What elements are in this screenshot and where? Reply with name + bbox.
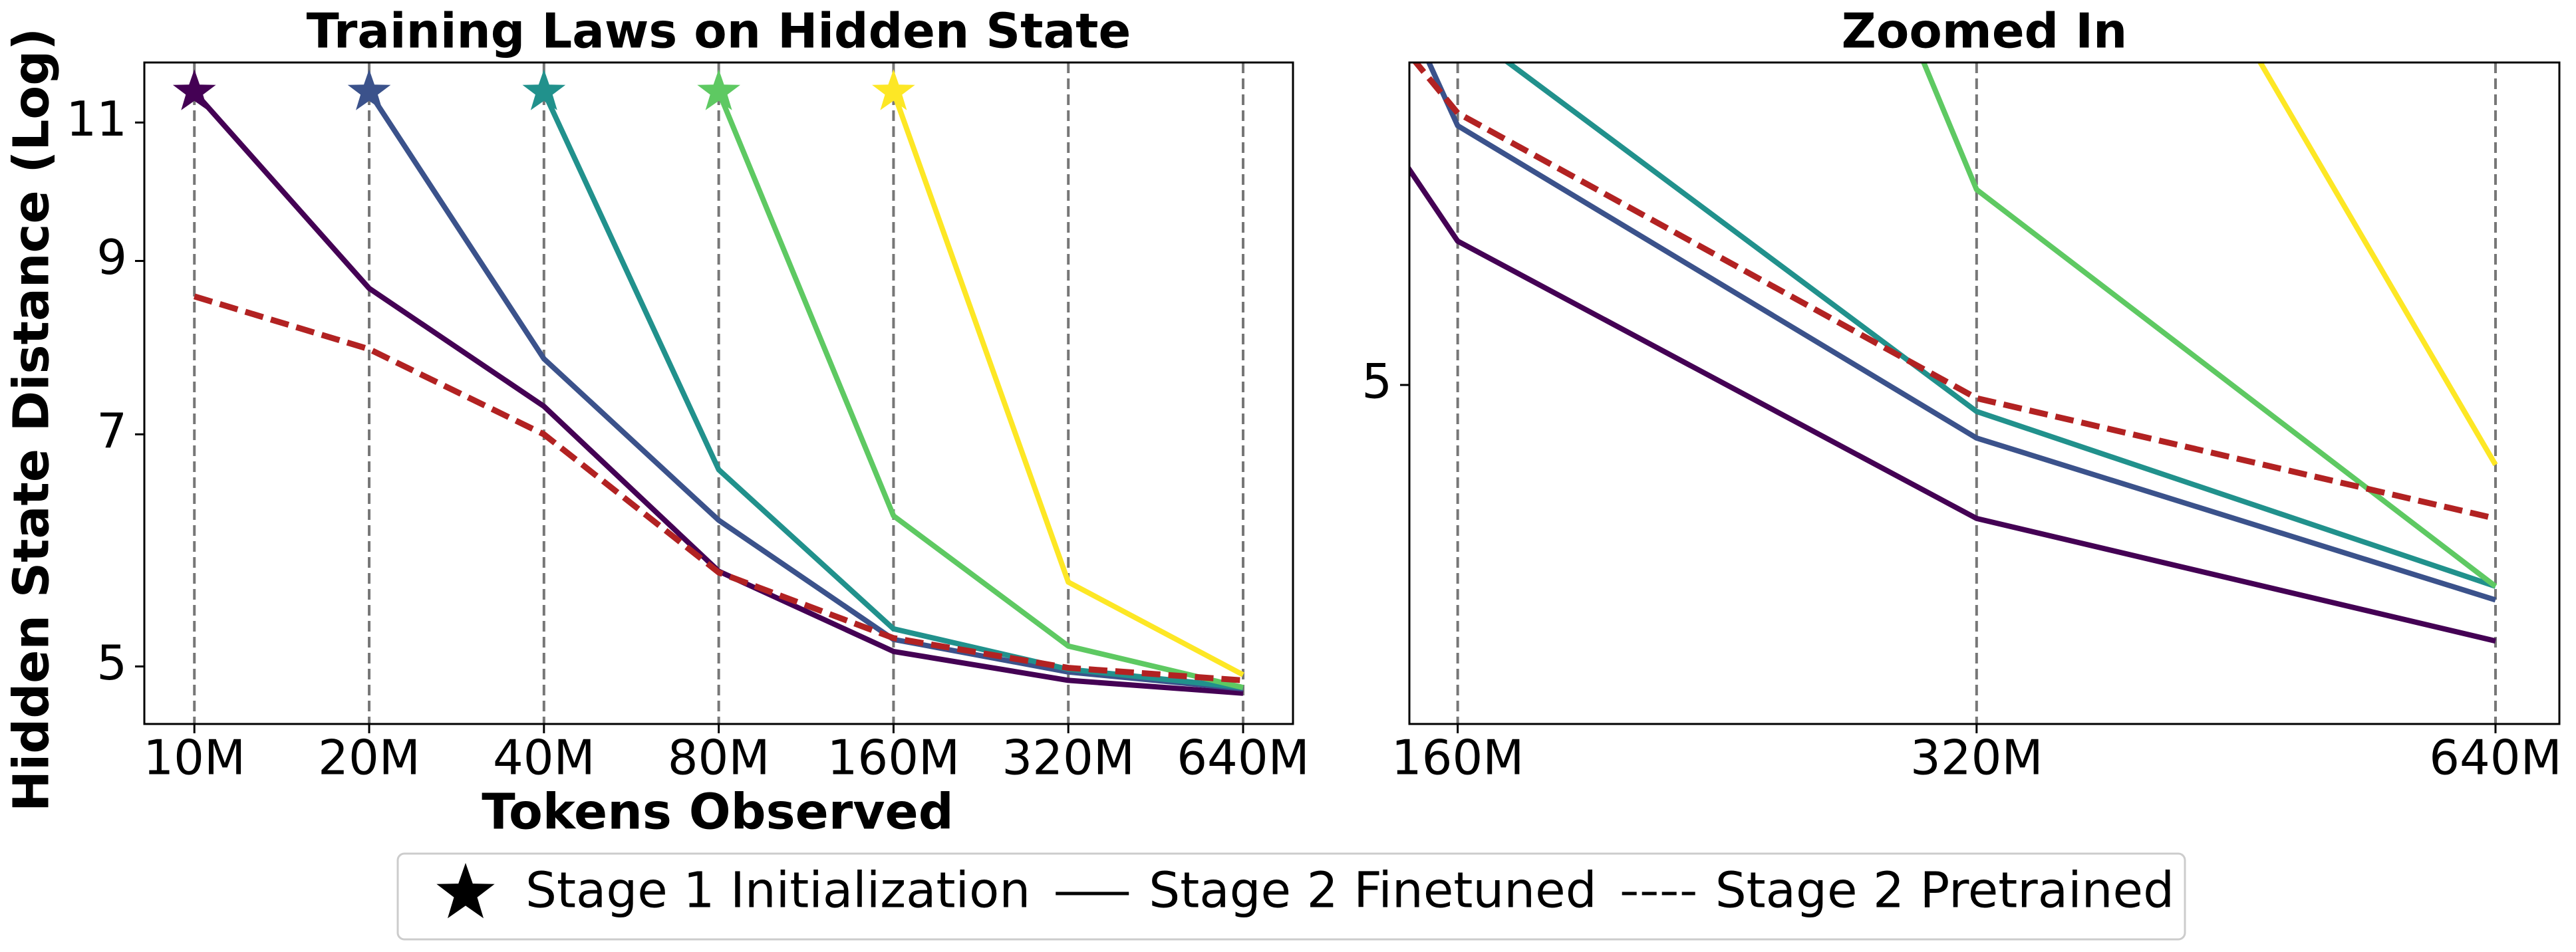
- init-star: [522, 69, 566, 110]
- series-line: [366, 90, 1244, 692]
- series-line: [541, 90, 1244, 691]
- x-tick-label: 160M: [827, 730, 960, 786]
- series-line: [1412, 62, 2497, 522]
- x-tick-label: 20M: [318, 730, 420, 786]
- axes-frame: [143, 61, 1294, 725]
- legend-label: Stage 1 Initialization: [525, 862, 1030, 919]
- init-star: [172, 69, 216, 110]
- y-tick-label: 5: [1361, 354, 1392, 410]
- x-tick-label: 40M: [493, 730, 595, 786]
- series-line: [1920, 62, 2498, 589]
- x-tick-label: 10M: [143, 730, 245, 786]
- init-star: [872, 69, 915, 110]
- series-line: [1425, 62, 2497, 603]
- series-line: [891, 90, 1244, 677]
- y-tick-label: 9: [96, 229, 127, 285]
- y-axis-label: Hidden State Distance (Log): [3, 28, 61, 812]
- plot-area: [1409, 62, 2498, 644]
- legend-box: [396, 852, 2186, 941]
- plot-area: [172, 69, 1244, 696]
- legend-label: Stage 2 Finetuned: [1149, 862, 1596, 919]
- legend-label: Stage 2 Pretrained: [1715, 862, 2174, 919]
- legend-star: [436, 863, 495, 919]
- init-star: [347, 69, 391, 110]
- x-tick-label: 640M: [2429, 730, 2562, 786]
- axes-frame: [1408, 61, 2561, 725]
- x-tick-label: 320M: [1002, 730, 1135, 786]
- y-tick-label: 11: [66, 91, 127, 147]
- chart-title: Zoomed In: [1842, 3, 2128, 59]
- x-tick-label: 80M: [668, 730, 770, 786]
- x-tick-label: 160M: [1391, 730, 1524, 786]
- x-tick-label: 320M: [1910, 730, 2043, 786]
- y-tick-label: 5: [96, 635, 127, 691]
- init-star: [697, 69, 740, 110]
- y-tick-label: 7: [96, 403, 127, 459]
- x-tick-label: 640M: [1177, 730, 1310, 786]
- series-line: [1503, 62, 2497, 589]
- series-line: [716, 90, 1244, 690]
- series-line: [2257, 62, 2498, 467]
- series-line: [1409, 164, 2496, 644]
- series-line: [193, 293, 1244, 683]
- chart-title: Training Laws on Hidden State: [307, 3, 1131, 59]
- x-axis-label: Tokens Observed: [482, 784, 953, 841]
